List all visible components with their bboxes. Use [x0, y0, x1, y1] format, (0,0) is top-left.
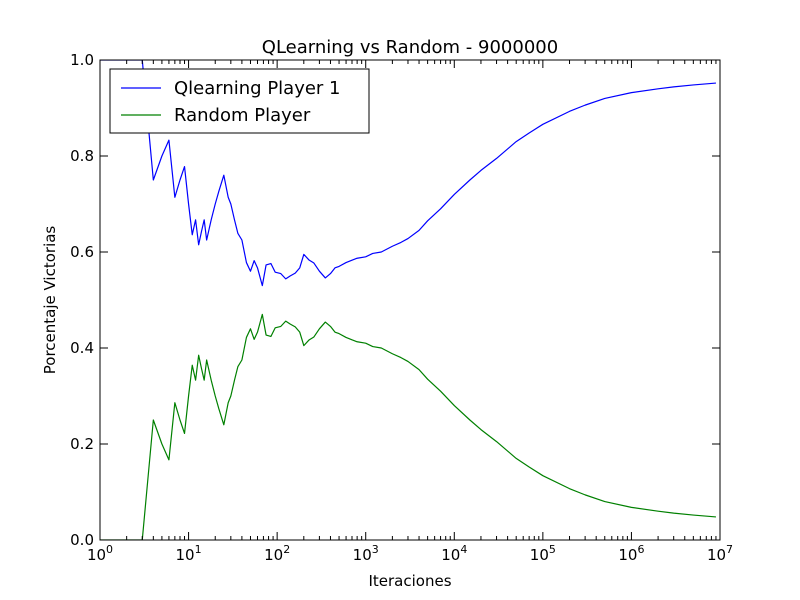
- y-tick-label: 0.4: [70, 339, 94, 357]
- legend-label-0: Qlearning Player 1: [174, 78, 341, 99]
- y-tick-label: 1.0: [70, 51, 94, 69]
- series-line-0: [100, 60, 717, 287]
- x-tick-label: 106: [618, 543, 644, 564]
- y-tick-label: 0.0: [70, 531, 94, 549]
- plot-area-frame: [99, 59, 721, 541]
- x-tick-label: 103: [353, 543, 379, 564]
- legend: Qlearning Player 1 Random Player: [109, 68, 370, 134]
- x-tick-label: 107: [707, 543, 733, 564]
- x-tick-label: 105: [530, 543, 556, 564]
- y-tick-label: 0.8: [70, 147, 94, 165]
- x-axis-label: Iteraciones: [368, 572, 451, 590]
- x-tick-label: 100: [87, 543, 113, 564]
- chart-title: QLearning vs Random - 9000000: [262, 37, 558, 58]
- y-axis-label: Porcentaje Victorias: [41, 226, 59, 375]
- x-tick-label: 101: [176, 543, 202, 564]
- series-line-1: [100, 313, 717, 540]
- legend-box: [109, 68, 370, 134]
- y-tick-label: 0.6: [70, 243, 94, 261]
- y-tick-label: 0.2: [70, 435, 94, 453]
- legend-label-1: Random Player: [174, 105, 311, 126]
- x-tick-label: 104: [441, 543, 467, 564]
- x-tick-label: 102: [264, 543, 290, 564]
